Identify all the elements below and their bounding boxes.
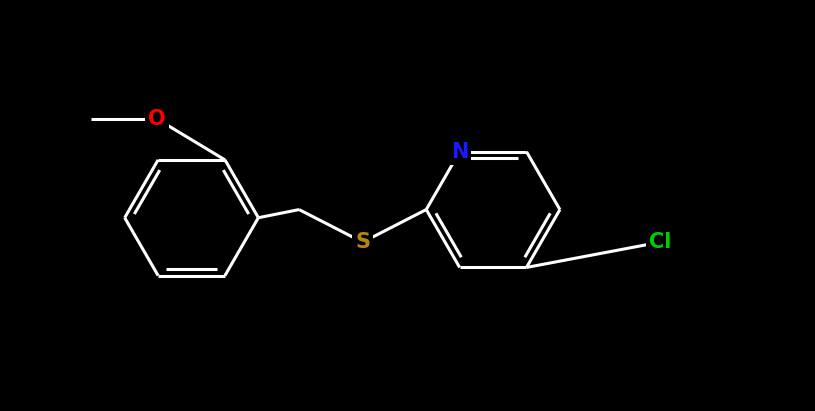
- Text: N: N: [451, 142, 469, 162]
- Text: S: S: [355, 232, 370, 252]
- Text: Cl: Cl: [649, 232, 672, 252]
- Text: O: O: [148, 109, 166, 129]
